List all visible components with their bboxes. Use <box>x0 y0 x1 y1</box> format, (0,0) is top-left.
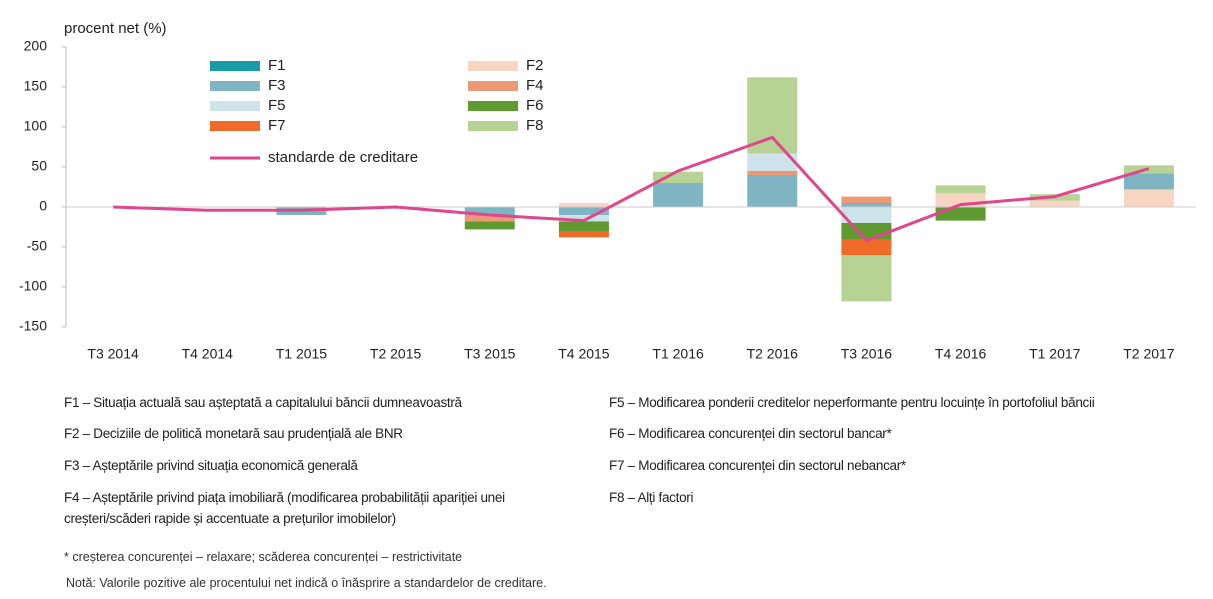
x-tick-label: T4 2016 <box>935 346 987 362</box>
x-tick-label: T2 2017 <box>1123 346 1175 362</box>
bar-segment <box>935 185 986 194</box>
bar-segment <box>841 196 892 203</box>
footnote: F4 – Așteptările privind piața imobiliar… <box>64 490 505 526</box>
bar-segment <box>841 203 892 207</box>
bar-segment <box>841 239 892 255</box>
footnote: F1 – Situația actuală sau așteptată a ca… <box>64 395 462 410</box>
bar-segment <box>841 223 892 239</box>
bar-segment <box>1123 189 1174 207</box>
chart: procent net (%) -150 -100 -50 0 50 100 150 200 T… <box>19 20 1196 362</box>
footnote: F3 – Așteptările privind situația econom… <box>64 458 358 473</box>
bar-segment <box>558 203 609 207</box>
y-tick-label: 200 <box>24 38 48 54</box>
bar-segment <box>464 207 515 215</box>
legend-swatch <box>210 61 260 71</box>
bar-segment <box>558 207 609 215</box>
legend-swatch <box>468 61 518 71</box>
x-tick-label: T1 2015 <box>276 346 328 362</box>
x-tick-label: T3 2016 <box>841 346 893 362</box>
legend-label: F6 <box>526 97 544 114</box>
footnote: F6 – Modificarea concurenței din sectoru… <box>609 426 892 441</box>
x-tick-label: T2 2016 <box>747 346 799 362</box>
bar-segment <box>653 183 704 207</box>
legend-swatch <box>468 81 518 91</box>
legend-swatch <box>210 121 260 131</box>
legend-swatch <box>468 121 518 131</box>
legend-label: F1 <box>268 57 286 74</box>
footnote: F8 – Alți factori <box>609 490 694 505</box>
y-tick-label: -50 <box>27 238 47 254</box>
x-tick-label: T1 2016 <box>652 346 704 362</box>
y-tick-label: 100 <box>24 118 48 134</box>
y-tick-label: 50 <box>31 158 47 174</box>
footnote: F5 – Modificarea ponderii creditelor nep… <box>609 395 1095 410</box>
y-tick-label: -100 <box>19 278 47 294</box>
bar-segment <box>1123 173 1174 190</box>
bar-segment <box>653 171 704 183</box>
legend-swatch <box>468 101 518 111</box>
bar-segment <box>558 221 609 231</box>
x-tick-label: T2 2015 <box>370 346 422 362</box>
legend-label: F8 <box>526 117 544 134</box>
bar-segment <box>558 231 609 238</box>
bar-segment <box>935 207 986 221</box>
bar-segment <box>747 77 798 154</box>
legend-label: F7 <box>268 117 286 134</box>
bar-segment <box>464 221 515 230</box>
bar-segment <box>747 153 798 171</box>
footnote: F7 – Modificarea concurenței din sectoru… <box>609 458 906 473</box>
legend-label: standarde de creditare <box>268 149 418 166</box>
bar-segment <box>747 171 798 175</box>
legend-label: F2 <box>526 57 544 74</box>
bar-segment <box>841 255 892 302</box>
bar-segment <box>464 215 515 222</box>
x-tick-label: T1 2017 <box>1029 346 1081 362</box>
legend-swatch <box>210 101 260 111</box>
legend-label: F4 <box>526 77 544 94</box>
bar-segment <box>841 207 892 223</box>
legend-label: F5 <box>268 97 286 114</box>
y-tick-label: 0 <box>39 198 47 214</box>
legend-swatch <box>210 81 260 91</box>
note: Notă: Valorile pozitive ale procentului … <box>66 576 547 590</box>
bar-segment <box>558 215 609 222</box>
y-tick-label: 150 <box>24 78 48 94</box>
x-tick-label: T3 2014 <box>87 346 139 362</box>
footnote: F2 – Deciziile de politică monetară sau … <box>64 426 403 441</box>
x-tick-label: T3 2015 <box>464 346 516 362</box>
line <box>113 135 1150 243</box>
bar-segment <box>1029 200 1080 207</box>
x-tick-label: T4 2014 <box>182 346 234 362</box>
legend-label: F3 <box>268 77 286 94</box>
note: * creșterea concurenței – relaxare; scăd… <box>64 550 463 564</box>
x-tick-label: T4 2015 <box>558 346 610 362</box>
y-axis-label: procent net (%) <box>64 20 167 37</box>
bar-segment <box>747 175 798 207</box>
y-tick-label: -150 <box>19 318 47 334</box>
